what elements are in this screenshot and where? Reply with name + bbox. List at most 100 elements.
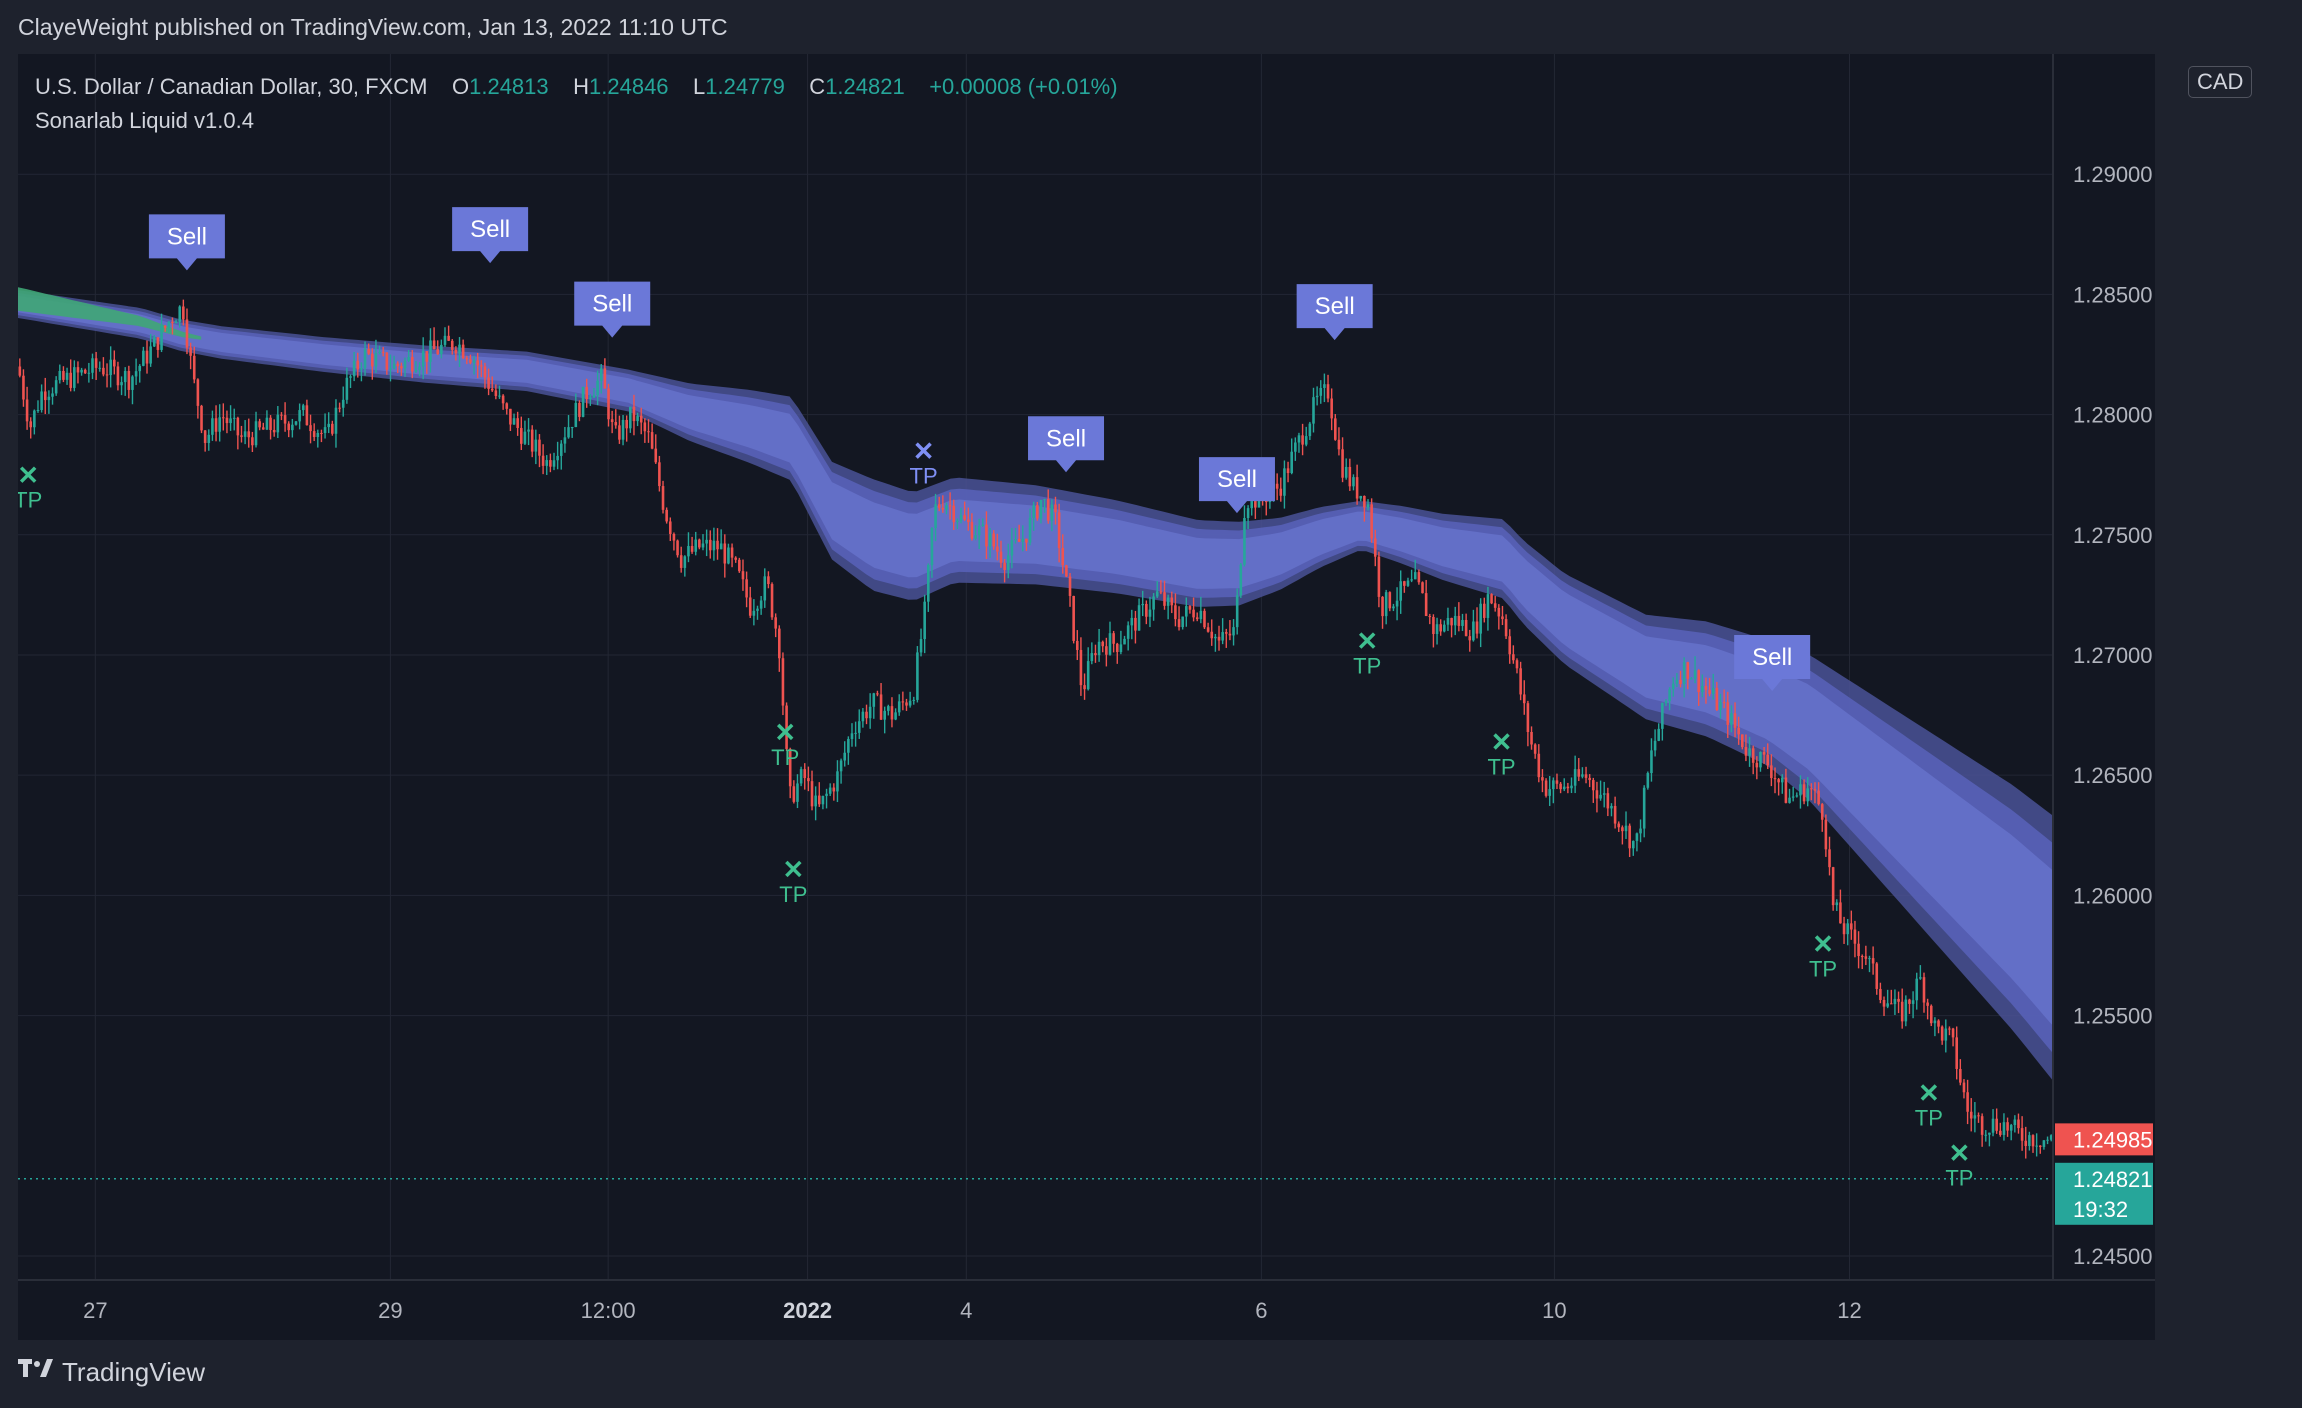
candle-body: [1780, 777, 1784, 783]
candle-body: [501, 395, 505, 404]
candle-body: [371, 353, 374, 367]
candle-body: [610, 419, 614, 423]
candle-body: [40, 391, 43, 411]
candle-body: [2031, 1135, 2035, 1147]
currency-button[interactable]: CAD: [2188, 66, 2253, 98]
candle-body: [138, 365, 142, 372]
candle-body: [1065, 565, 1068, 577]
candle-body: [287, 423, 291, 431]
candle-body: [1170, 597, 1174, 606]
candle-body: [1999, 1130, 2002, 1135]
candle-body: [1737, 727, 1740, 735]
candle-body: [1980, 1116, 1984, 1135]
bid-price-tag: [2055, 1123, 2153, 1156]
candle-body: [174, 321, 178, 324]
time-axis-tick: 10: [1542, 1298, 1566, 1323]
sell-signal-box[interactable]: [1028, 416, 1105, 473]
candle-body: [1341, 449, 1344, 478]
tp-label: TP: [18, 488, 42, 513]
candle-body: [145, 350, 149, 364]
price-axis-tick: 1.27000: [2073, 643, 2153, 668]
legend-indicator-name[interactable]: Sonarlab Liquid v1.0.4: [35, 108, 254, 133]
candle-body: [1232, 627, 1235, 636]
candle-body: [523, 431, 527, 444]
candle-body: [58, 370, 62, 381]
tradingview-logo-icon: [18, 1357, 54, 1388]
candle-body: [432, 340, 436, 350]
candle-body: [1057, 512, 1061, 549]
candle-body: [1544, 780, 1548, 796]
candle-body: [552, 460, 556, 467]
candle-body: [847, 738, 850, 753]
candle-body: [1900, 1001, 1904, 1022]
candle-body: [1028, 517, 1032, 543]
candle-body: [1788, 797, 1791, 803]
candle-body: [727, 547, 730, 564]
candle-body: [280, 414, 283, 416]
candle-body: [461, 344, 465, 358]
candle-body: [62, 370, 65, 380]
candle-body: [25, 399, 29, 422]
candle-body: [650, 432, 654, 449]
candle-body: [232, 417, 236, 419]
candle-body: [774, 617, 777, 629]
candle-body: [134, 371, 138, 377]
candle-body: [999, 551, 1003, 563]
candle-body: [120, 382, 123, 386]
sell-signal-box[interactable]: [1734, 635, 1811, 692]
candle-body: [1697, 670, 1700, 693]
candle-body: [883, 710, 886, 720]
candle-body: [131, 376, 134, 390]
chart-svg[interactable]: Sell Sell Sell Sell Sell Sell Sell TP TP TP TP TP TP…: [18, 54, 2155, 1340]
candle-body: [1486, 594, 1490, 618]
tp-cross-icon: [1814, 935, 1832, 952]
candle-body: [843, 752, 847, 761]
candle-body: [1006, 555, 1010, 570]
candle-body: [1370, 504, 1373, 539]
candle-body: [570, 427, 574, 429]
candle-body: [1472, 621, 1475, 641]
candle-body: [607, 388, 610, 420]
candle-body: [1512, 654, 1515, 661]
candle-body: [974, 535, 977, 539]
candle-body: [578, 402, 581, 417]
sell-signal-box[interactable]: [148, 214, 225, 271]
candle-body: [596, 380, 599, 396]
sell-signal-label: Sell: [1315, 293, 1355, 320]
candle-body: [1413, 572, 1417, 580]
candle-body: [767, 576, 770, 585]
candle-body: [981, 524, 985, 526]
candle-body: [309, 425, 312, 432]
candle-body: [1155, 591, 1159, 597]
candle-body: [1813, 789, 1817, 791]
candle-body: [465, 357, 469, 360]
candle-body: [1461, 619, 1464, 626]
candle-body: [1784, 777, 1788, 803]
candle-body: [865, 711, 868, 719]
legend-low-value: 1.24779: [705, 74, 785, 99]
chart-legend: U.S. Dollar / Canadian Dollar, 30, FXCM …: [35, 70, 1118, 138]
candle-body: [828, 787, 832, 794]
candle-body: [73, 367, 76, 388]
footer-branding[interactable]: TradingView: [18, 1357, 205, 1388]
candle-body: [948, 505, 952, 507]
candle-body: [283, 415, 287, 424]
sell-signal-box[interactable]: [574, 281, 651, 338]
candle-body: [1443, 624, 1446, 632]
sell-signal-box[interactable]: [1198, 457, 1275, 514]
candle-body: [1577, 769, 1581, 777]
price-axis-tick: 1.25500: [2073, 1004, 2153, 1029]
time-axis-tick: 4: [960, 1298, 972, 1323]
sell-signal-box[interactable]: [452, 207, 529, 264]
candle-body: [1857, 943, 1860, 957]
sell-signal-box[interactable]: [1296, 284, 1373, 341]
chart-area[interactable]: Sell Sell Sell Sell Sell Sell Sell TP TP TP TP TP TP…: [18, 54, 2155, 1340]
legend-symbol-row[interactable]: U.S. Dollar / Canadian Dollar, 30, FXCM …: [35, 70, 1118, 104]
candle-body: [1904, 999, 1908, 1022]
sell-signal-label: Sell: [592, 291, 632, 318]
candle-body: [785, 705, 788, 749]
candle-body: [305, 405, 309, 426]
legend-high-value: 1.24846: [589, 74, 669, 99]
legend-symbol[interactable]: U.S. Dollar / Canadian Dollar, 30, FXCM: [35, 74, 428, 99]
candle-body: [1145, 603, 1148, 617]
